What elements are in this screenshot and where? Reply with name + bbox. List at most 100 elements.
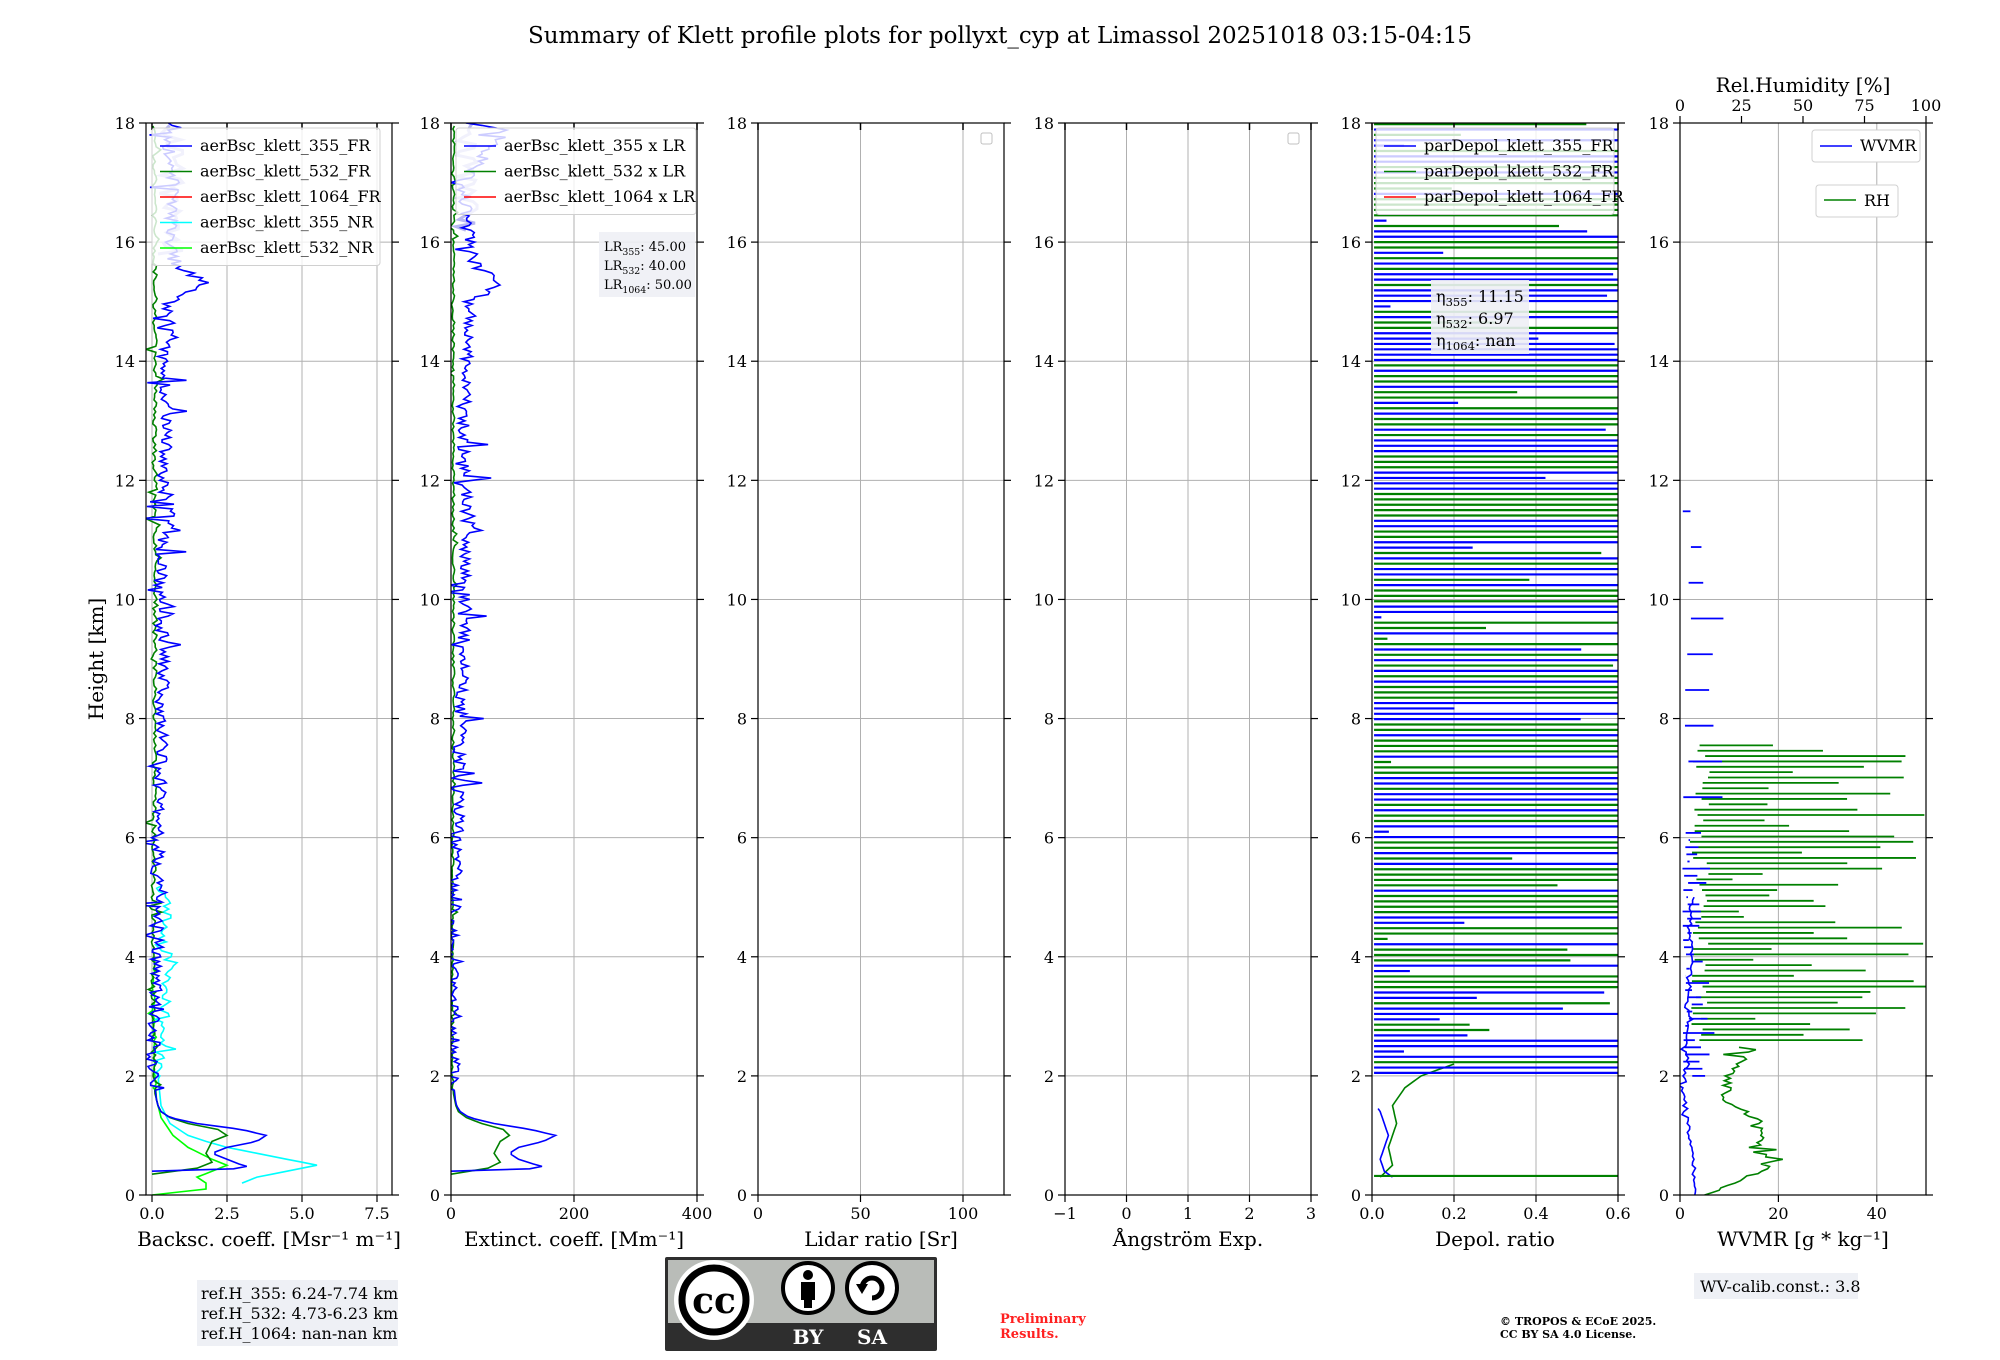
legend-box-wvmr [1811,129,1921,163]
x-tick-label: 200 [559,1204,590,1223]
y-tick-label: 2 [430,1067,440,1086]
empty-legend [1287,132,1300,145]
preliminary-text: Preliminary [1000,1312,1086,1327]
cc-logo-text: cc [692,1280,736,1322]
series-aerBsc_klett_532_FR [146,125,229,1175]
x-tick-label: 0 [446,1204,456,1223]
series-aerBsc_klett_355_NR [152,884,318,1184]
y-tick-label: 4 [430,948,440,967]
legend: parDepol_klett_355_FR parDepol_klett_532_… [1375,127,1625,215]
y-tick-label: 14 [115,352,135,371]
x-tick-label: 400 [682,1204,713,1223]
y-tick-label: 4 [1351,948,1361,967]
y-tick-label: 14 [727,352,747,371]
y-tick-label: 10 [420,590,440,609]
series-parDepol_532_FR-low [1379,1063,1455,1178]
x-axis-label: WVMR [g * kg⁻¹] [1717,1227,1889,1251]
empty-legend [980,132,993,145]
y-tick-label: 6 [1044,829,1054,848]
ref-h-532: ref.H_532: 4.73-6.23 km [201,1304,398,1323]
x-tick-label: 1 [1183,1204,1193,1223]
lidar-ratio-box-row: LR355: 45.00 [604,240,686,258]
x-tick-label: 0 [1121,1204,1131,1223]
top-x-tick-label: 25 [1731,96,1751,115]
y-tick-label: 8 [1659,710,1669,729]
y-tick-label: 16 [1341,233,1361,252]
wv-calib-text: WV-calib.const.: 3.8 [1700,1277,1861,1296]
wvmr-noise [1682,510,1724,1077]
y-tick-label: 6 [430,829,440,848]
legend-entry: aerBsc_klett_1064 x LR [504,187,696,206]
x-tick-label: 0.0 [1359,1204,1384,1223]
wv-calib-box: WV-calib.const.: 3.8 [1694,1273,1861,1299]
y-tick-label: 10 [1341,590,1361,609]
grid [146,122,392,1196]
y-tick-label: 8 [1044,710,1054,729]
legend: aerBsc_klett_355 x LR aerBsc_klett_532 x … [455,127,697,215]
lidar-ratio-box-row: LR532: 40.00 [604,259,686,277]
x-tick-label: 100 [948,1204,979,1223]
legend-entry: aerBsc_klett_1064_FR [200,187,382,206]
grid [1064,122,1312,1196]
y-tick-label: 14 [1034,352,1054,371]
y-tick-label: 10 [727,590,747,609]
x-axis-label: Depol. ratio [1435,1227,1555,1251]
x-tick-label: 7.5 [364,1204,389,1223]
y-tick-label: 16 [1649,233,1669,252]
x-tick-label: 40 [1867,1204,1887,1223]
legend-box-rh [1815,184,1899,218]
x-tick-label: 2 [1244,1204,1254,1223]
plot-frame [1371,122,1619,1196]
y-tick-label: 4 [125,948,135,967]
top-x-tick-label: 0 [1675,96,1685,115]
x-tick-label: 0.6 [1605,1204,1630,1223]
y-tick-label: 16 [115,233,135,252]
y-tick-label: 14 [420,352,440,371]
series-RH [1704,1046,1783,1195]
panel-lidar-ratio: 0 50 100 0 2 4 6 8 10 12 14 16 18 Lidar ratio [Sr] [727,114,1011,1251]
x-tick-label: 0.2 [1441,1204,1466,1223]
legend-entry: aerBsc_klett_532_FR [200,162,371,181]
legend-entry: aerBsc_klett_532 x LR [504,162,686,181]
y-tick-label: 18 [420,114,440,133]
data-area [1680,510,1926,1195]
top-x-tick-label: 100 [1911,96,1942,115]
y-tick-label: 18 [115,114,135,133]
y-tick-label: 12 [420,471,440,490]
sa-label: SA [857,1325,887,1349]
y-tick-label: 4 [1044,948,1054,967]
y-tick-label: 14 [1649,352,1669,371]
y-tick-label: 0 [1351,1186,1361,1205]
rh-noise [1689,744,1926,1042]
data-area [146,123,318,1195]
x-tick-label: 2.5 [214,1204,239,1223]
plot-frame [145,122,393,1196]
x-tick-label: 0.4 [1523,1204,1548,1223]
results-text: Results. [1000,1327,1059,1342]
series-aerBsc_klett_355xLR [451,123,558,1172]
y-tick-label: 8 [125,710,135,729]
y-tick-label: 0 [125,1186,135,1205]
y-tick-label: 12 [727,471,747,490]
ref-height-box: ref.H_355: 6.24-7.74 km ref.H_532: 4.73-… [197,1280,398,1346]
y-axis-label: Height [km] [84,598,108,720]
y-tick-label: 8 [1351,710,1361,729]
legend-entry: RH [1864,191,1890,210]
data-area [451,123,558,1175]
y-tick-label: 16 [1034,233,1054,252]
eta-box-row: η532: 6.97 [1436,309,1514,331]
y-tick-label: 0 [1044,1186,1054,1205]
x-tick-label: 50 [850,1204,870,1223]
y-tick-label: 6 [1659,829,1669,848]
y-tick-label: 14 [1341,352,1361,371]
y-tick-label: 4 [737,948,747,967]
y-tick-label: 8 [430,710,440,729]
y-tick-label: 6 [737,829,747,848]
legend: aerBsc_klett_355_FR aerBsc_klett_532_FRae… [151,127,382,266]
legend-box [1375,127,1615,215]
y-tick-label: 0 [430,1186,440,1205]
x-tick-label: 0 [1675,1204,1685,1223]
y-tick-label: 2 [1044,1067,1054,1086]
